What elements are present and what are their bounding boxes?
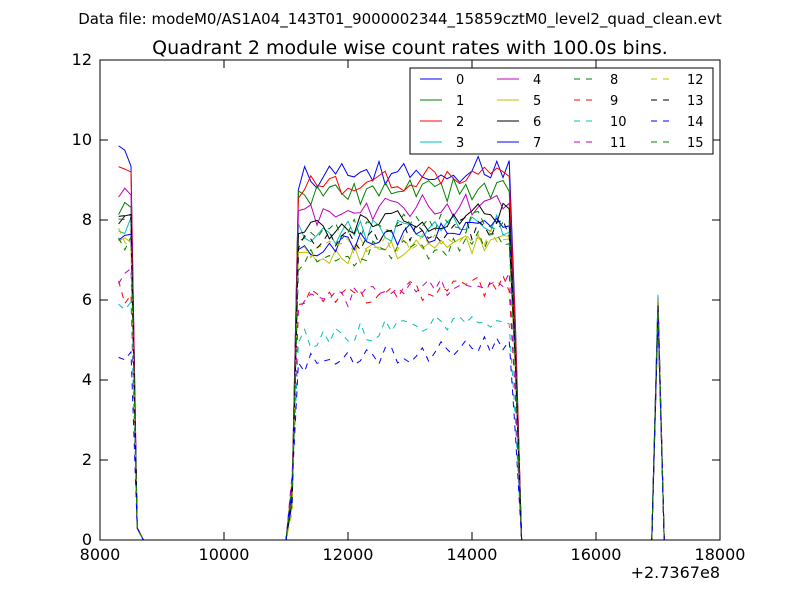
legend-label: 9 (610, 94, 618, 109)
y-tick-label: 4 (82, 370, 92, 389)
x-tick-label: 10000 (199, 545, 250, 564)
series-line-8 (118, 210, 665, 541)
series-line-15 (118, 230, 665, 541)
series-line-14 (118, 311, 665, 541)
series-line-10 (118, 294, 665, 541)
legend-label: 15 (687, 136, 704, 151)
plot-lines (118, 145, 665, 541)
x-tick-label: 12000 (323, 545, 374, 564)
legend-label: 11 (610, 136, 627, 151)
legend-label: 13 (687, 94, 704, 109)
series-line-13 (118, 215, 665, 541)
x-axis-offset-label: +2.7367e8 (631, 563, 720, 582)
legend-label: 3 (456, 136, 464, 151)
legend-label: 6 (533, 115, 541, 130)
figure-supertitle: Data file: modeM0/AS1A04_143T01_90000023… (78, 10, 722, 29)
legend-label: 5 (533, 94, 541, 109)
x-tick-label: 16000 (571, 545, 622, 564)
x-tick-label: 18000 (695, 545, 746, 564)
y-tick-label: 2 (82, 450, 92, 469)
chart-title: Quadrant 2 module wise count rates with … (152, 37, 668, 59)
legend-box (409, 67, 714, 155)
y-tick-label: 10 (72, 130, 92, 149)
legend-label: 14 (687, 115, 704, 130)
legend-label: 4 (533, 73, 541, 88)
axis-ticks (99, 59, 721, 541)
series-line-3 (118, 213, 665, 541)
legend-label: 2 (456, 115, 464, 130)
x-tick-label: 8000 (80, 545, 121, 564)
series-line-6 (118, 202, 665, 541)
y-tick-label: 12 (72, 50, 92, 69)
legend-label: 8 (610, 73, 618, 88)
series-line-0 (118, 145, 665, 541)
legend-label: 0 (456, 73, 464, 88)
x-tick-label: 14000 (447, 545, 498, 564)
legend-label: 12 (687, 73, 704, 88)
series-line-12 (118, 227, 665, 541)
series-line-7 (118, 217, 665, 541)
series-line-2 (118, 166, 665, 541)
series-line-9 (118, 274, 665, 541)
y-tick-label: 6 (82, 290, 92, 309)
y-tick-label: 0 (82, 530, 92, 549)
y-tick-label: 8 (82, 210, 92, 229)
legend-label: 10 (610, 115, 627, 130)
series-line-5 (118, 232, 665, 541)
legend-label: 1 (456, 94, 464, 109)
legend-label: 7 (533, 136, 541, 151)
series-line-11 (118, 267, 665, 541)
